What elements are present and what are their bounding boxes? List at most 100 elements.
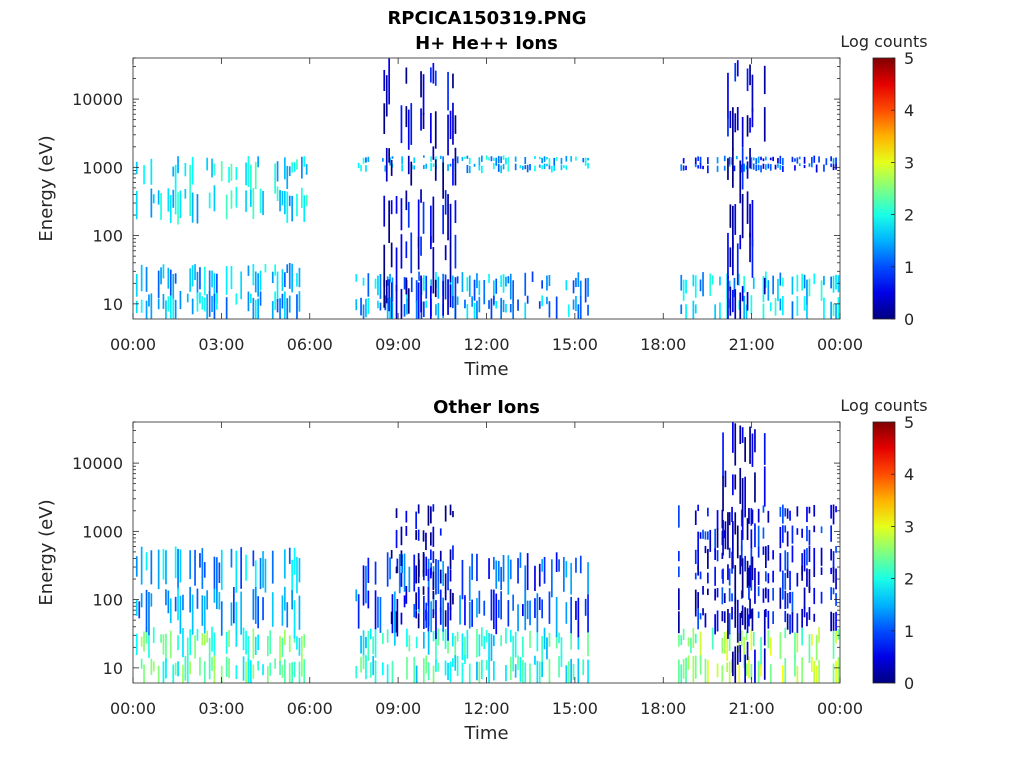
heatmap-cell xyxy=(801,608,803,628)
heatmap-cell xyxy=(732,651,734,677)
heatmap-cell xyxy=(413,603,416,618)
y-tick-label: 100 xyxy=(92,227,123,246)
heatmap-cell xyxy=(208,638,211,665)
heatmap-cell xyxy=(437,303,440,319)
heatmap-cell xyxy=(439,607,442,625)
heatmap-cell xyxy=(425,532,427,551)
heatmap-cell xyxy=(678,588,680,611)
heatmap-cell xyxy=(777,158,779,164)
heatmap-cell xyxy=(707,507,709,517)
heatmap-cell xyxy=(225,297,228,319)
heatmap-cell xyxy=(199,267,201,290)
heatmap-cell xyxy=(242,656,245,681)
heatmap-cell xyxy=(519,552,522,568)
heatmap-cell xyxy=(466,277,469,292)
heatmap-cell xyxy=(734,474,737,490)
heatmap-cell xyxy=(754,649,756,683)
heatmap-cell xyxy=(430,113,432,144)
heatmap-cell xyxy=(767,163,770,169)
heatmap-cell xyxy=(230,163,233,181)
heatmap-cell xyxy=(442,280,444,316)
heatmap-cell xyxy=(726,631,728,661)
heatmap-cell xyxy=(832,587,835,595)
heatmap-cell xyxy=(439,550,442,562)
heatmap-cell xyxy=(707,572,709,584)
heatmap-cell xyxy=(734,646,737,683)
heatmap-cell xyxy=(740,611,743,619)
heatmap-cell xyxy=(427,631,430,655)
heatmap-cell xyxy=(400,198,403,231)
heatmap-cell xyxy=(464,299,466,309)
heatmap-cell xyxy=(755,165,758,172)
heatmap-cell xyxy=(191,594,194,635)
heatmap-cell xyxy=(169,598,172,624)
heatmap-cell xyxy=(201,548,204,589)
heatmap-cell xyxy=(386,664,389,683)
heatmap-cell xyxy=(365,655,367,680)
heatmap-cell xyxy=(682,165,685,171)
heatmap-cell xyxy=(235,167,238,180)
heatmap-cell xyxy=(779,155,782,164)
heatmap-cell xyxy=(782,296,784,316)
heatmap-cell xyxy=(406,657,408,680)
heatmap-cell xyxy=(490,589,493,621)
heatmap-cell xyxy=(225,194,228,220)
heatmap-cell xyxy=(835,568,837,590)
heatmap-cell xyxy=(743,655,745,668)
heatmap-cell xyxy=(694,633,697,644)
x-tick-label: 15:00 xyxy=(552,335,598,354)
heatmap-cell xyxy=(298,558,301,583)
heatmap-cell xyxy=(242,627,245,651)
heatmap-cell xyxy=(461,633,464,661)
heatmap-cell xyxy=(174,663,177,676)
heatmap-cell xyxy=(478,590,481,614)
heatmap-cell xyxy=(145,266,148,292)
heatmap-cell xyxy=(172,298,175,319)
heatmap-cell xyxy=(546,296,548,305)
heatmap-cell xyxy=(461,559,464,600)
y-tick-label: 10 xyxy=(103,295,123,314)
heatmap-cell xyxy=(534,165,536,172)
heatmap-cell xyxy=(736,107,739,131)
heatmap-cell xyxy=(296,636,298,650)
heatmap-cell xyxy=(157,298,160,310)
heatmap-cell xyxy=(728,588,731,602)
heatmap-cell xyxy=(365,165,367,172)
heatmap-cell xyxy=(744,437,746,462)
heatmap-cell xyxy=(284,272,286,288)
heatmap-cell xyxy=(365,298,367,318)
heatmap-cell xyxy=(213,655,216,683)
heatmap-cell xyxy=(267,666,269,683)
heatmap-cell xyxy=(442,205,444,235)
heatmap-cell xyxy=(135,161,138,175)
heatmap-cell xyxy=(784,658,787,683)
heatmap-cell xyxy=(570,596,572,634)
heatmap-cell xyxy=(702,529,704,539)
heatmap-cell xyxy=(584,598,587,616)
heatmap-cell xyxy=(281,665,284,678)
heatmap-cell xyxy=(406,298,408,315)
heatmap-cell xyxy=(722,520,724,556)
heatmap-cell xyxy=(135,633,138,656)
heatmap-cell xyxy=(281,637,284,657)
heatmap-cell xyxy=(769,302,772,312)
heatmap-cell xyxy=(751,509,754,524)
heatmap-cell xyxy=(211,295,213,312)
heatmap-cell xyxy=(383,279,386,308)
heatmap-cell xyxy=(160,634,162,643)
heatmap-cell xyxy=(488,657,490,683)
heatmap-cell xyxy=(425,609,427,621)
heatmap-cell xyxy=(784,627,787,639)
heatmap-cell xyxy=(551,559,553,598)
heatmap-cell xyxy=(694,589,697,611)
heatmap-cell xyxy=(692,627,695,648)
heatmap-cell xyxy=(526,600,529,620)
heatmap-cell xyxy=(762,546,765,555)
heatmap-cell xyxy=(174,546,177,579)
heatmap-cell xyxy=(435,659,437,672)
heatmap-cell xyxy=(714,614,716,635)
heatmap-cell xyxy=(264,263,267,273)
heatmap-cell xyxy=(538,563,541,587)
heatmap-cell xyxy=(247,658,250,683)
heatmap-cell xyxy=(723,165,726,171)
